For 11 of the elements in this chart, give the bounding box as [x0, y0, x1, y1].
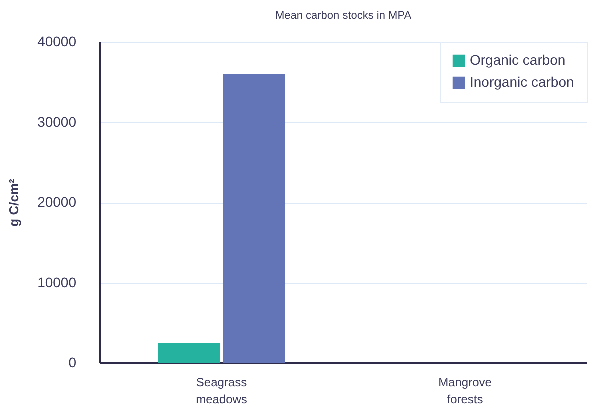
chart-title: Mean carbon stocks in MPA	[275, 10, 412, 22]
y-tick-label: 10000	[38, 274, 77, 290]
legend-label: Inorganic carbon	[470, 74, 574, 90]
y-tick-label: 30000	[38, 114, 77, 130]
y-tick-label: 0	[68, 354, 77, 370]
y-tick-label: 40000	[38, 34, 77, 50]
x-tick-label: Seagrass meadows	[196, 376, 248, 405]
legend-label: Organic carbon	[470, 52, 566, 68]
x-tick-label: Mangrove forests	[438, 376, 492, 405]
y-axis-title: g C/cm²	[6, 178, 22, 227]
y-tick-label: 20000	[38, 194, 77, 210]
